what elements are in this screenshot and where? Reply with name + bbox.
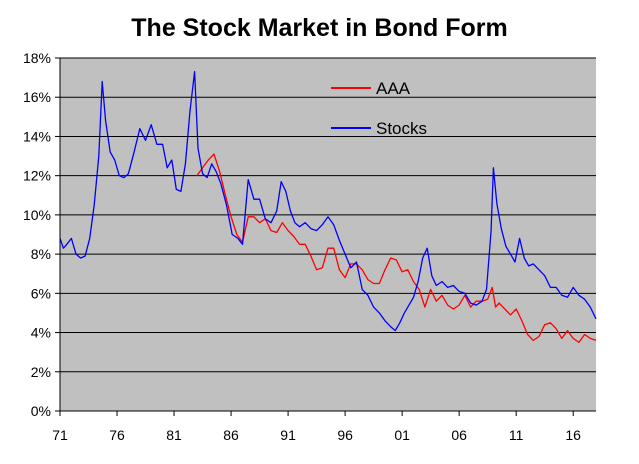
y-tick-label-9: 18% [23,50,51,66]
legend-label-aaa: AAA [376,79,411,98]
axes [55,57,596,416]
y-tick-label-5: 10% [23,207,51,223]
x-tick-label-8: 11 [509,427,524,443]
series-line-stocks [59,71,597,332]
y-tick-label-1: 2% [31,364,51,380]
legend-label-stocks: Stocks [376,119,427,138]
x-tick-label-4: 91 [280,427,296,443]
y-tick-label-6: 12% [23,168,51,184]
x-tick-label-7: 06 [451,427,467,443]
y-tick-label-0: 0% [31,403,51,419]
y-tick-label-7: 14% [23,128,51,144]
x-tick-label-2: 81 [166,427,182,443]
series-line-aaa [196,153,597,344]
x-tick-label-9: 16 [565,427,581,443]
y-tick-label-3: 6% [31,285,51,301]
plot-area [60,58,596,411]
y-tick-label-4: 8% [31,246,51,262]
y-tick-label-2: 4% [31,325,51,341]
grid-lines [60,57,596,373]
chart-title: The Stock Market in Bond Form [131,14,508,42]
x-tick-label-0: 71 [52,427,68,443]
x-tick-label-1: 76 [109,427,125,443]
y-tick-label-8: 16% [23,89,51,105]
x-tick-label-3: 86 [223,427,239,443]
y-tick-labels: 0% 2% 4% 6% 8% 10% 12% 14% 16% 18% [23,50,51,419]
series-group [59,71,597,344]
legend: AAA Stocks [331,79,427,138]
x-tick-label-5: 96 [337,427,353,443]
x-tick-label-6: 01 [394,427,410,443]
x-tick-labels: 71 76 81 86 91 96 01 06 11 16 [52,427,581,443]
